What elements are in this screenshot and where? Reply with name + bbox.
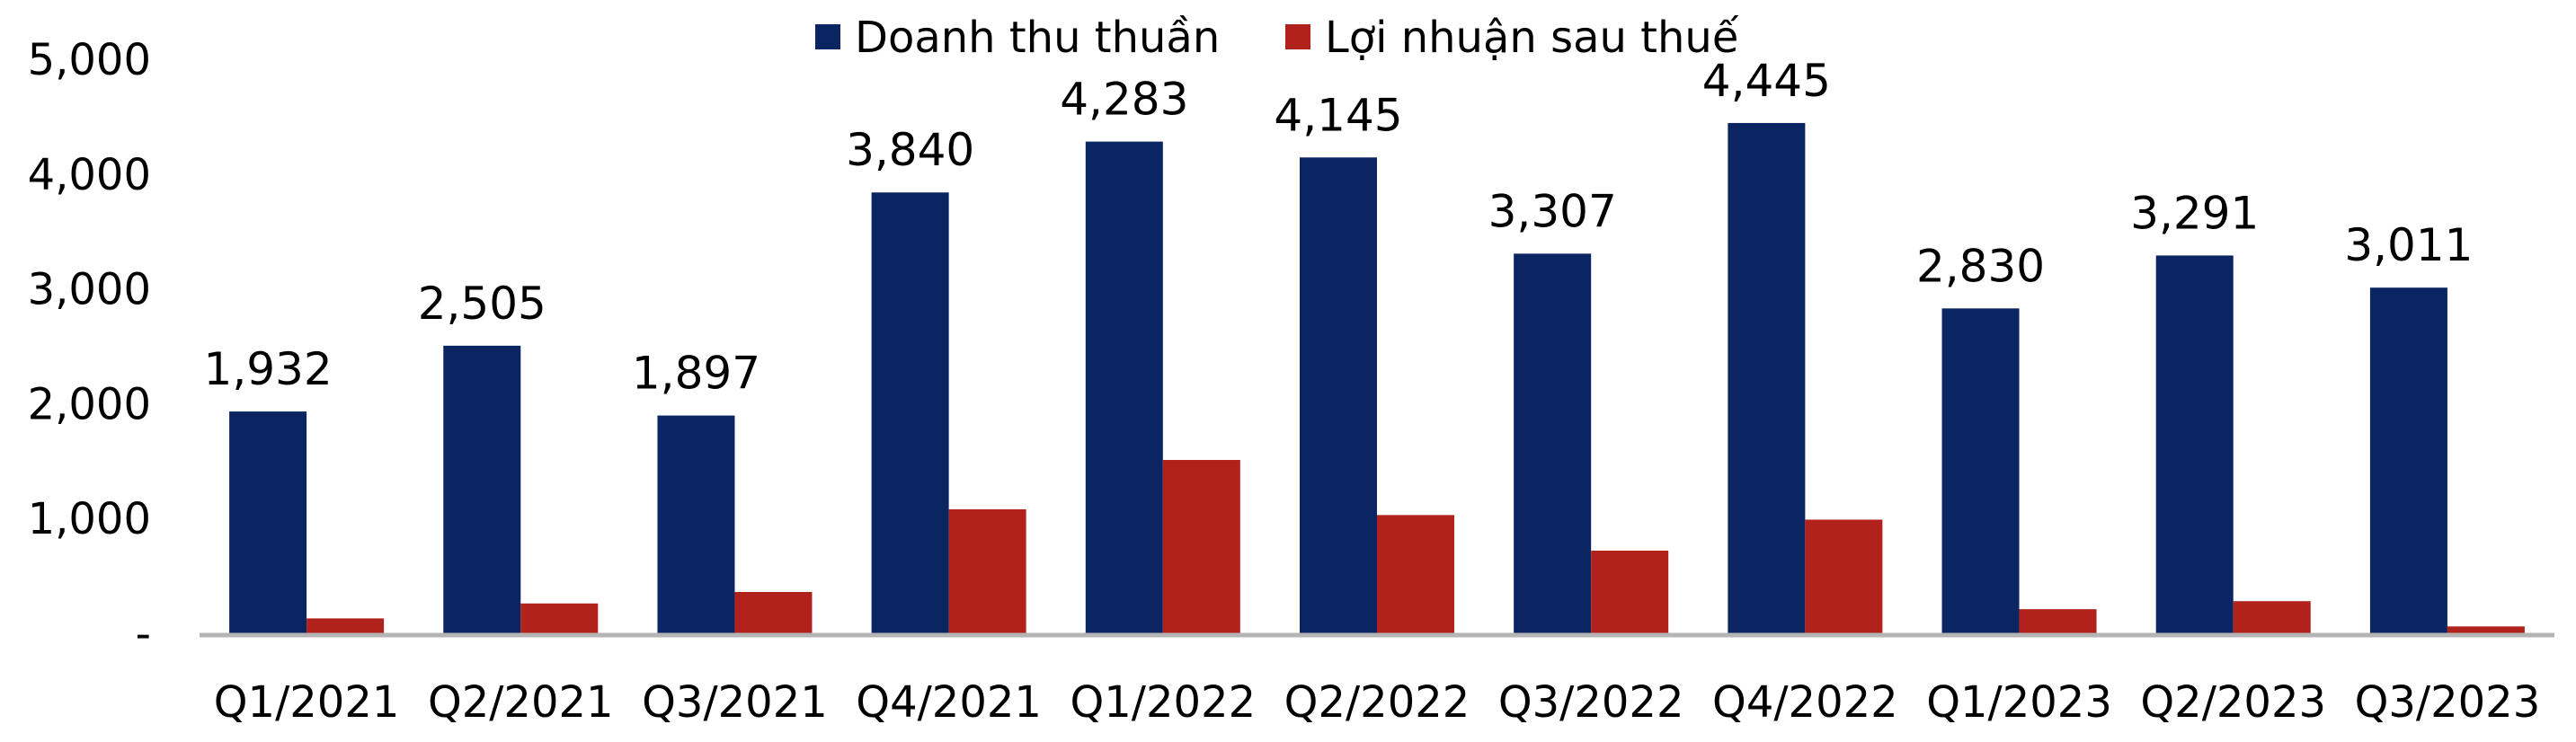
x-tick-label: Q4/2022 (1712, 677, 1898, 728)
x-tick-label: Q3/2023 (2355, 677, 2541, 728)
y-tick-label: 2,000 (28, 379, 151, 429)
bar-loi-nhuan (306, 618, 385, 633)
data-label: 3,840 (846, 124, 974, 176)
x-tick-label: Q2/2022 (1284, 677, 1470, 728)
y-tick-label: - (136, 609, 151, 659)
x-tick-label: Q3/2022 (1498, 677, 1684, 728)
data-label: 4,283 (1060, 74, 1188, 126)
bar-loi-nhuan (1805, 519, 1883, 633)
legend-label: Lợi nhuận sau thuế (1325, 13, 1739, 63)
bar-doanh-thu (657, 415, 735, 633)
bar-loi-nhuan (1162, 460, 1240, 633)
bar-doanh-thu (1300, 157, 1377, 634)
bar-loi-nhuan (734, 591, 813, 633)
data-label: 2,505 (418, 278, 546, 330)
bar-doanh-thu (1941, 308, 2020, 633)
y-tick-label: 5,000 (28, 35, 151, 85)
x-tick-label: Q1/2021 (214, 677, 400, 728)
data-label: 2,830 (1916, 240, 2045, 292)
bar-doanh-thu (1728, 122, 1806, 633)
bar-doanh-thu (229, 411, 307, 633)
data-label: 4,445 (1702, 55, 1831, 107)
bar-loi-nhuan (2019, 609, 2097, 633)
x-tick-label: Q2/2023 (2140, 677, 2326, 728)
bar-doanh-thu (443, 345, 521, 633)
bar-loi-nhuan (2233, 601, 2311, 633)
x-tick-label: Q4/2021 (856, 677, 1042, 728)
bar-loi-nhuan (2447, 626, 2525, 633)
bar-loi-nhuan (1591, 550, 1669, 633)
bar-loi-nhuan (520, 603, 599, 633)
data-labels: 1,932 2,505 1,897 3,840 4,283 4,145 3,307 4,445… (204, 55, 2474, 400)
bar-loi-nhuan (948, 508, 1026, 633)
x-axis: Q1/2021 Q2/2021 Q3/2021 Q4/2021 Q1/2022 Q2/20… (214, 677, 2540, 728)
y-tick-label: 4,000 (28, 150, 151, 200)
data-label: 1,932 (204, 343, 333, 395)
y-tick-label: 3,000 (28, 265, 151, 315)
legend-swatch (815, 24, 840, 49)
legend-swatch (1285, 24, 1310, 49)
chart-legend: Doanh thu thuần Lợi nhuận sau thuế (815, 13, 1739, 63)
data-label: 3,291 (2130, 187, 2259, 239)
data-label: 3,307 (1488, 185, 1617, 237)
data-label: 1,897 (632, 348, 760, 400)
x-tick-label: Q3/2021 (642, 677, 828, 728)
x-tick-label: Q1/2023 (1926, 677, 2112, 728)
y-tick-label: 1,000 (28, 494, 151, 544)
x-tick-label: Q1/2022 (1070, 677, 1256, 728)
data-label: 4,145 (1274, 89, 1402, 141)
legend-label: Doanh thu thuần (855, 13, 1220, 63)
data-label: 3,011 (2344, 219, 2473, 271)
bar-loi-nhuan (1377, 515, 1454, 633)
bar-doanh-thu (2369, 287, 2447, 633)
x-tick-label: Q2/2021 (428, 677, 614, 728)
bar-doanh-thu (1514, 253, 1592, 633)
bar-doanh-thu (2155, 255, 2234, 633)
bar-doanh-thu (871, 192, 949, 634)
bars (229, 122, 2525, 634)
bar-doanh-thu (1085, 141, 1163, 634)
y-axis: - 1,000 2,000 3,000 4,000 5,000 (28, 35, 151, 659)
